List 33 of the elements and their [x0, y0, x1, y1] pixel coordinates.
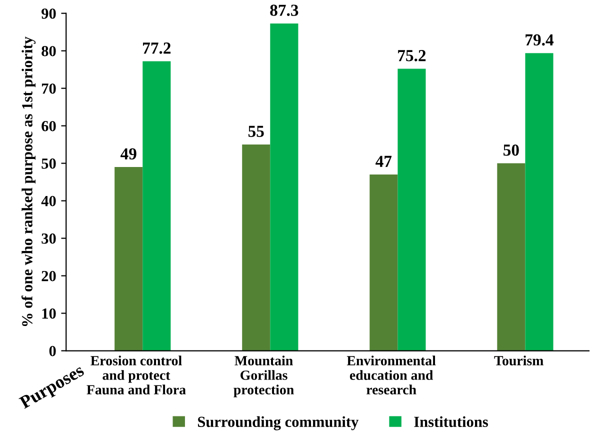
bar: [142, 61, 171, 351]
x-tick-label: Mountain Gorillas protection: [234, 356, 294, 398]
y-tick-label: 90: [42, 8, 56, 19]
y-tick-label: 70: [42, 83, 56, 94]
data-label: 50: [504, 144, 519, 156]
bar: [270, 23, 298, 351]
legend-label: Surrounding community: [198, 416, 358, 430]
y-tick-label: 60: [42, 120, 56, 132]
data-label: 55: [248, 126, 264, 137]
y-tick-label: 30: [42, 233, 56, 244]
data-label: 79.4: [526, 34, 554, 46]
y-axis-title: % of one who ranked purpose as 1st priority: [22, 36, 36, 326]
y-tick-label: 40: [41, 196, 56, 206]
bar: [398, 68, 426, 351]
x-tick-label: Tourism: [494, 356, 544, 366]
y-tick-label: 20: [42, 270, 56, 282]
y-tick-label: 0: [49, 346, 56, 356]
data-label: 87.3: [270, 4, 298, 16]
y-tick-label: 50: [42, 158, 56, 169]
legend-label: Institutions: [414, 416, 488, 428]
y-tick-label: 10: [42, 308, 56, 319]
x-tick-label: Environmental education and research: [346, 356, 436, 394]
x-tick-label: Erosion control and protect Fauna and Flora: [86, 356, 186, 394]
bar: [242, 144, 270, 351]
bar: [497, 163, 526, 351]
y-tick-label: 80: [42, 46, 56, 56]
bar: [114, 167, 143, 351]
data-label: 47: [376, 156, 392, 167]
bar: [525, 53, 554, 351]
data-label: 49: [120, 148, 136, 160]
bar: [370, 174, 398, 351]
data-label: 75.2: [398, 50, 426, 62]
data-label: 77.2: [143, 42, 171, 54]
